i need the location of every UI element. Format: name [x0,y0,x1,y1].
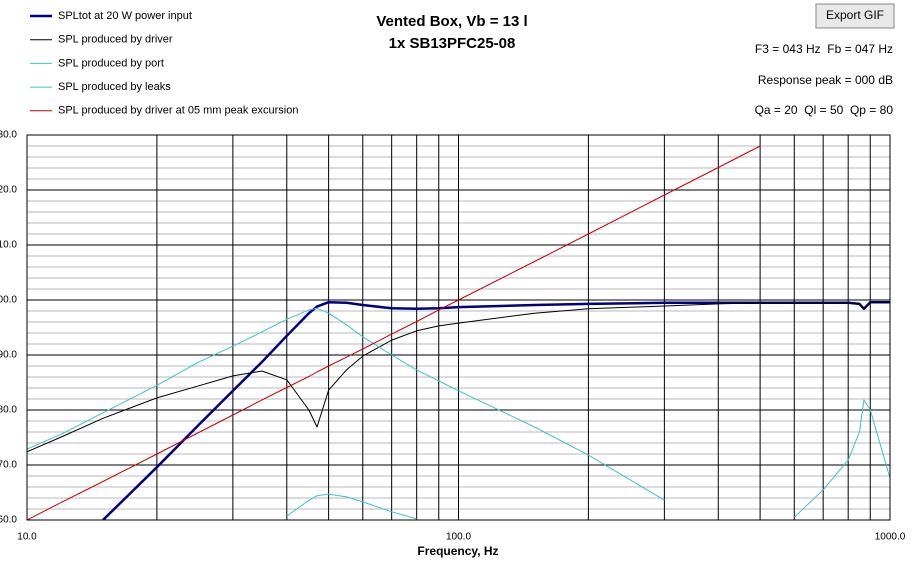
x-tick-label: 100.0 [446,532,471,543]
x-tick-label: 10.0 [17,532,37,543]
series-line [27,301,890,453]
chart-title: Vented Box, Vb = 13 l [376,13,527,30]
series-line [27,145,761,520]
legend-label: SPL produced by leaks [58,81,171,93]
plot-border [26,134,891,521]
annotation: F3 = 043 Hz Fb = 047 Hz [755,42,893,56]
y-tick-label: 120.0 [0,185,17,196]
y-tick-label: 70.0 [0,460,17,471]
y-tick-label: 90.0 [0,350,17,361]
y-tick-label: 130.0 [0,130,17,141]
chart-subtitle: 1x SB13PFC25-08 [389,35,516,52]
series-line [27,307,665,501]
y-tick-label: 110.0 [0,240,17,251]
y-tick-label: 80.0 [0,405,17,416]
curves [27,145,890,520]
button-frame[interactable] [815,3,895,29]
legend-label: SPL produced by driver at 05 mm peak exc… [58,105,299,117]
export-button[interactable]: Export GIF [815,3,895,29]
y-tick-label: 100.0 [0,295,17,306]
button-label[interactable]: Export GIF [826,8,884,22]
legend-label: SPLtot at 20 W power input [58,10,192,22]
legend-label: SPL produced by port [58,57,164,69]
legend-label: SPL produced by driver [58,34,173,46]
annotation: Qa = 20 Ql = 50 Qp = 80 [755,103,894,117]
x-tick-label: 1000.0 [875,532,906,543]
grid [26,134,891,521]
series-line [286,399,890,520]
x-axis-label: Frequency, Hz [417,544,498,558]
y-tick-label: 60.0 [0,515,17,526]
annotation: Response peak = 000 dB [758,73,893,87]
